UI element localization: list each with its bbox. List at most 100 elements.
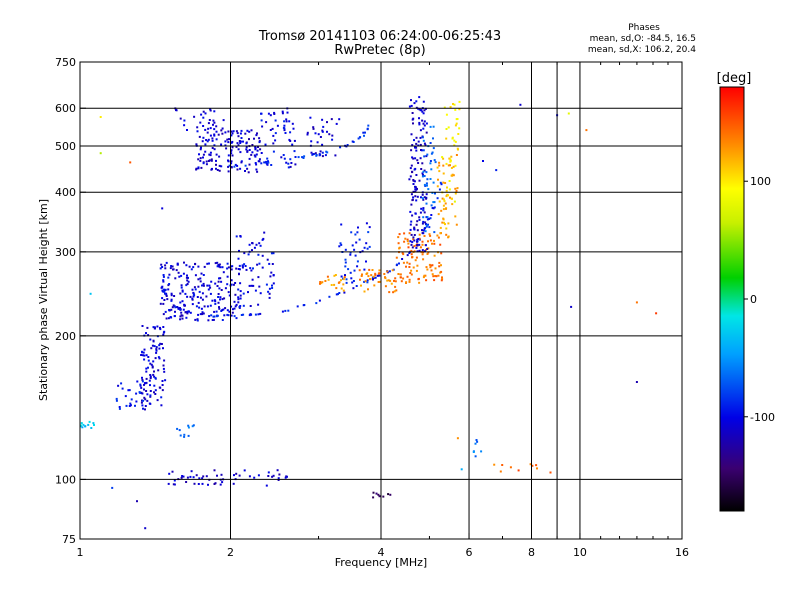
echo-point bbox=[334, 154, 337, 157]
echo-point bbox=[438, 164, 441, 167]
echo-point bbox=[420, 168, 423, 170]
echo-point bbox=[458, 108, 461, 111]
echo-point bbox=[425, 193, 428, 196]
echo-point bbox=[190, 470, 193, 473]
echo-point bbox=[219, 277, 222, 280]
echo-point bbox=[209, 304, 212, 307]
echo-point bbox=[181, 317, 184, 320]
echo-point bbox=[143, 348, 146, 351]
echo-point bbox=[197, 313, 200, 316]
echo-point bbox=[410, 164, 413, 167]
echo-point bbox=[454, 187, 457, 190]
echo-point bbox=[378, 280, 381, 283]
echo-point bbox=[268, 262, 271, 265]
echo-point bbox=[183, 433, 186, 436]
y-tick-label: 75 bbox=[62, 533, 76, 546]
echo-point bbox=[155, 348, 158, 351]
echo-point bbox=[159, 302, 162, 305]
echo-point bbox=[226, 267, 229, 270]
echo-point bbox=[410, 104, 413, 107]
echo-point bbox=[167, 284, 170, 287]
echo-point bbox=[145, 390, 148, 392]
echo-point bbox=[189, 295, 192, 298]
echo-point bbox=[213, 469, 216, 472]
echo-point bbox=[222, 308, 225, 311]
echo-point bbox=[432, 201, 435, 204]
echo-point bbox=[215, 138, 218, 141]
echo-point bbox=[160, 404, 163, 407]
echo-point bbox=[201, 477, 204, 480]
echo-point bbox=[386, 270, 389, 273]
echo-point bbox=[115, 399, 118, 402]
echo-point bbox=[173, 295, 176, 297]
echo-point bbox=[182, 272, 185, 275]
echo-point bbox=[331, 134, 334, 137]
echo-point bbox=[415, 100, 418, 103]
chart-title: Tromsø 20141103 06:24:00-06:25:43 bbox=[258, 29, 501, 44]
echo-point bbox=[227, 291, 230, 294]
echo-point bbox=[187, 424, 190, 427]
echo-point bbox=[89, 292, 92, 295]
echo-point bbox=[263, 161, 266, 164]
echo-point bbox=[151, 365, 154, 368]
echo-point bbox=[173, 315, 176, 318]
echo-point bbox=[412, 122, 414, 125]
echo-point bbox=[422, 139, 425, 142]
echo-point bbox=[372, 278, 374, 281]
echo-point bbox=[409, 210, 412, 213]
echo-point bbox=[436, 197, 439, 200]
echo-point bbox=[283, 124, 286, 127]
echo-point bbox=[405, 281, 408, 284]
echo-point bbox=[145, 370, 148, 373]
echo-point bbox=[410, 249, 413, 252]
echo-point bbox=[160, 263, 163, 266]
echo-point bbox=[409, 228, 412, 231]
echo-point bbox=[142, 351, 145, 354]
echo-point bbox=[423, 120, 426, 123]
y-tick-label: 200 bbox=[55, 330, 76, 343]
echo-point bbox=[422, 207, 425, 210]
echo-point bbox=[315, 302, 318, 305]
echo-point bbox=[140, 401, 143, 404]
echo-point bbox=[158, 344, 161, 347]
echo-point bbox=[218, 164, 221, 167]
echo-point bbox=[228, 294, 231, 297]
echo-point bbox=[258, 137, 261, 140]
echo-point bbox=[175, 109, 178, 112]
echo-point bbox=[179, 117, 182, 120]
echo-point bbox=[426, 218, 429, 221]
echo-point bbox=[226, 309, 229, 312]
echo-point bbox=[84, 425, 87, 428]
echo-point bbox=[153, 391, 155, 394]
echo-point bbox=[183, 304, 186, 307]
echo-point bbox=[199, 121, 202, 124]
echo-point bbox=[335, 293, 338, 296]
echo-point bbox=[353, 269, 356, 272]
echo-point bbox=[321, 130, 324, 133]
echo-point bbox=[453, 103, 456, 106]
echo-point bbox=[189, 475, 192, 478]
echo-point bbox=[330, 284, 333, 286]
echo-point bbox=[535, 464, 538, 467]
echo-point bbox=[200, 307, 203, 310]
chart-subtitle: RwPretec (8p) bbox=[334, 43, 425, 58]
echo-point bbox=[144, 408, 146, 411]
echo-point bbox=[216, 265, 219, 268]
echo-point bbox=[221, 132, 224, 135]
echo-point bbox=[220, 165, 223, 168]
echo-point bbox=[294, 163, 297, 166]
echo-point bbox=[421, 136, 424, 139]
echo-point bbox=[246, 167, 249, 170]
echo-point bbox=[655, 312, 658, 315]
echo-point bbox=[195, 167, 198, 170]
echo-point bbox=[254, 162, 257, 164]
echo-point bbox=[141, 376, 143, 379]
echo-point bbox=[202, 153, 205, 156]
echo-point bbox=[206, 305, 209, 308]
echo-point bbox=[235, 145, 238, 148]
echo-point bbox=[200, 113, 203, 116]
echo-point bbox=[378, 274, 381, 277]
echo-point bbox=[239, 282, 242, 285]
echo-point bbox=[255, 243, 258, 246]
x-tick-label: 6 bbox=[466, 546, 473, 559]
